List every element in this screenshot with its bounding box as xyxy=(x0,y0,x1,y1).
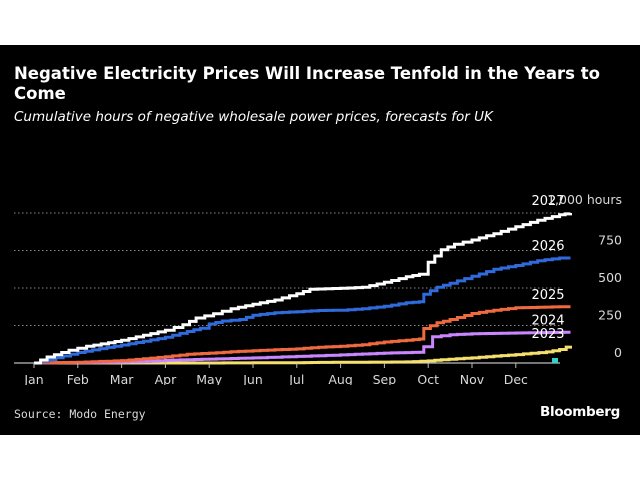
y-axis-ticks: 0 250 500 750 1,000 hours xyxy=(547,192,622,360)
y-tick-label: 500 xyxy=(598,270,622,285)
series-label-2024: 2024 xyxy=(531,313,564,328)
series-label-2027: 2027 xyxy=(531,194,564,209)
chart-subtitle: Cumulative hours of negative wholesale p… xyxy=(14,109,493,125)
series-line-2024 xyxy=(34,330,571,365)
series-label-2026: 2026 xyxy=(531,239,564,254)
x-tick-label: Feb xyxy=(67,372,89,385)
x-axis-ticks: Jan Feb Mar Apr May Jun Jul Aug Sep Oct Nov Dec xyxy=(23,363,528,385)
chart-card: Negative Electricity Prices Will Increas… xyxy=(0,45,640,435)
series-line-2025 xyxy=(34,305,571,365)
y-tick-label: 1,000 hours xyxy=(547,192,622,207)
source-note: Source: Modo Energy xyxy=(14,407,146,421)
x-tick-label: Aug xyxy=(328,372,352,385)
series-label-2025: 2025 xyxy=(531,288,564,303)
x-tick-label: Nov xyxy=(460,372,485,385)
x-tick-label: Oct xyxy=(417,372,439,385)
grid-lines xyxy=(14,212,560,364)
x-tick-label: Jul xyxy=(288,372,304,385)
bloomberg-logo: Bloomberg xyxy=(540,404,620,420)
y-tick-label: 750 xyxy=(598,233,622,248)
x-tick-label: Sep xyxy=(373,372,397,385)
x-tick-label: May xyxy=(196,372,222,385)
x-tick-label: Mar xyxy=(110,372,134,385)
y-tick-label: 0 xyxy=(614,345,622,360)
y-tick-label: 250 xyxy=(598,308,622,323)
series-label-2023: 2023 xyxy=(531,327,564,342)
x-tick-label: Jun xyxy=(242,372,263,385)
series-line-2026 xyxy=(34,256,571,365)
x-tick-label: Apr xyxy=(155,372,177,385)
chart-title: Negative Electricity Prices Will Increas… xyxy=(14,64,600,103)
series-line-2027 xyxy=(34,212,572,365)
baseline-end-marker xyxy=(552,358,558,363)
x-tick-label: Dec xyxy=(504,372,528,385)
x-tick-label: Jan xyxy=(23,372,43,385)
